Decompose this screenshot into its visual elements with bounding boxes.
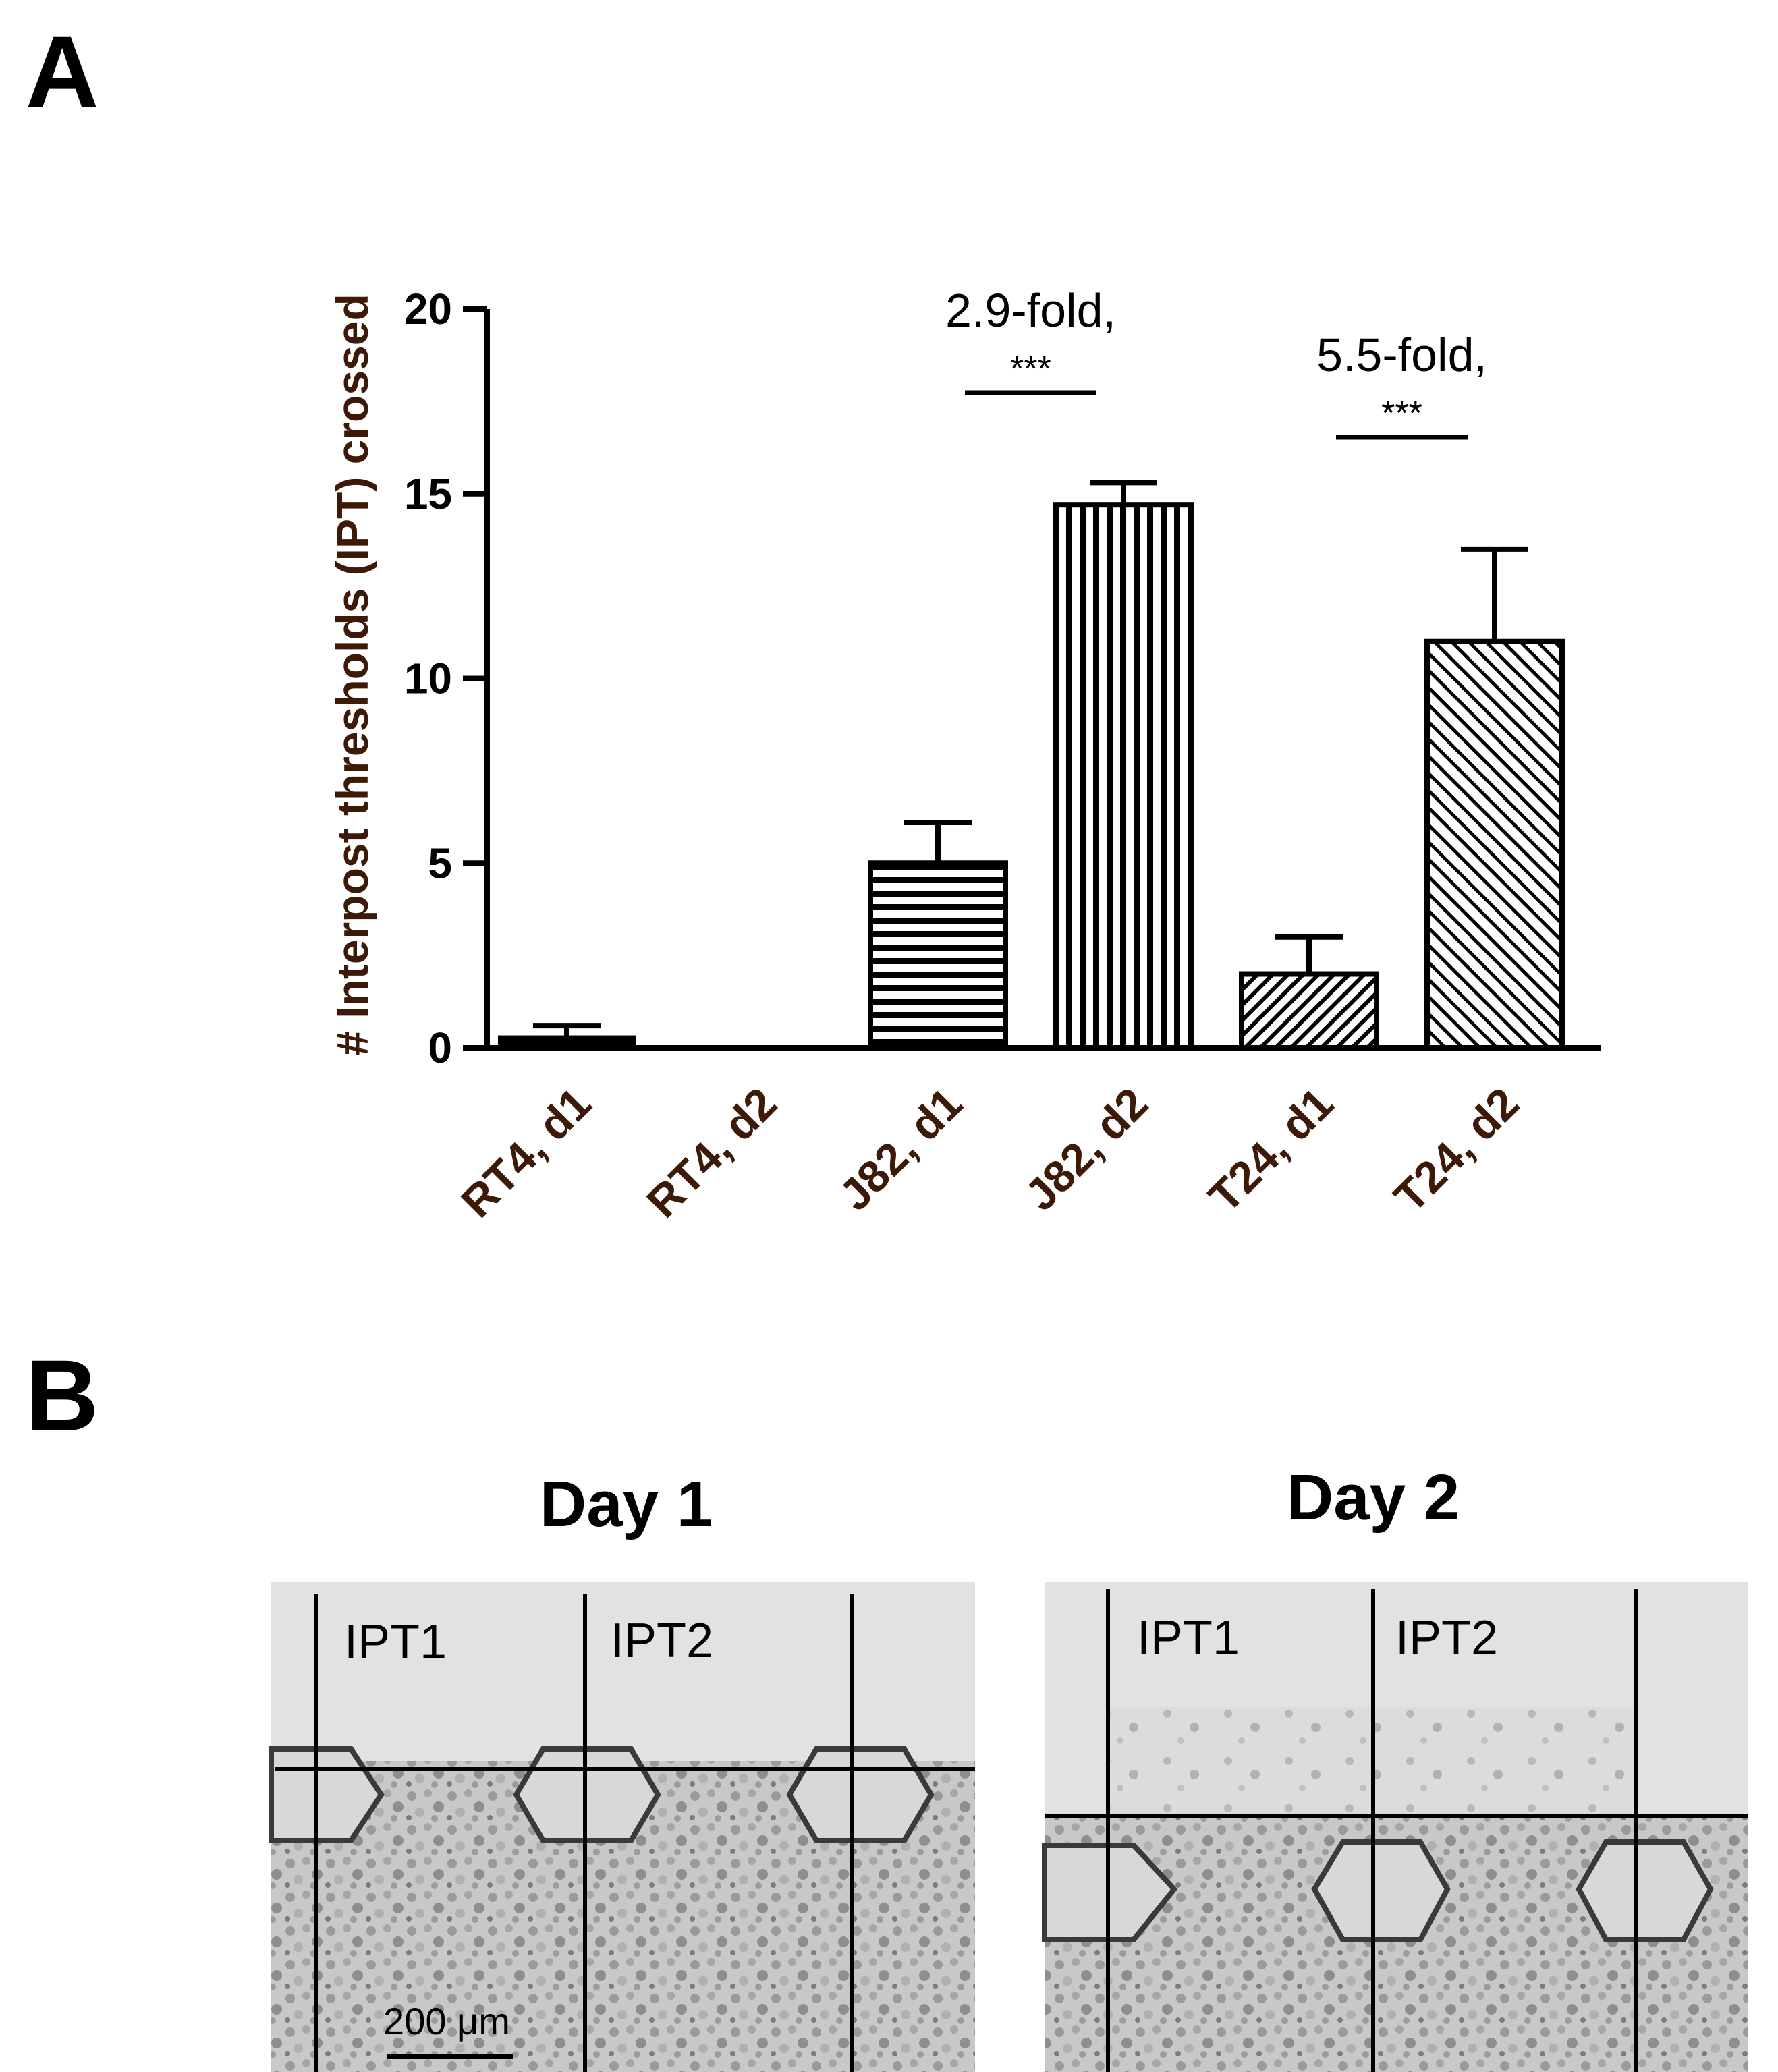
micrograph-day1: Day 1 IPT1 IPT2 200 μm: [269, 1468, 975, 2072]
fold-change-label-2: 5.5-fold,: [1316, 329, 1487, 381]
x-tick-label-j82-d1: J82, d1: [829, 1078, 972, 1221]
day1-label-ipt2: IPT2: [611, 1614, 713, 1668]
y-tick-label-0: 0: [428, 1024, 452, 1072]
day2-label-ipt2: IPT2: [1395, 1611, 1498, 1665]
x-tick-label-t24-d2: T24, d2: [1385, 1078, 1528, 1222]
y-axis-label: # Interpost thresholds (IPT) crossed: [327, 293, 377, 1056]
x-tick-label-t24-d1: T24, d1: [1199, 1078, 1343, 1222]
day1-label-ipt1: IPT1: [344, 1615, 447, 1669]
y-tick-label-20: 20: [404, 285, 452, 333]
day2-label-ipt1: IPT1: [1137, 1611, 1240, 1665]
day2-migrating-cells: [1107, 1707, 1633, 1815]
x-tick-label-rt4-d1: RT4, d1: [451, 1078, 601, 1227]
day2-post-middle: [1311, 1839, 1451, 1942]
bar-j82-d1: [868, 860, 1008, 1051]
bar-t24-d2: [1424, 638, 1565, 1051]
x-tick-label-rt4-d2: RT4, d2: [637, 1078, 786, 1227]
y-tick-label-15: 15: [404, 470, 452, 518]
day1-post-right: [786, 1746, 935, 1843]
scalebar-label: 200 μm: [383, 2000, 510, 2042]
y-tick-label-5: 5: [428, 839, 452, 887]
day2-post-right: [1576, 1839, 1714, 1942]
bar-j82-d2: [1053, 502, 1194, 1051]
panel-label-b: B: [26, 1339, 99, 1452]
day1-title: Day 1: [540, 1468, 713, 1540]
significance-stars-1: ***: [1010, 349, 1051, 389]
x-tick-label-j82-d2: J82, d2: [1015, 1078, 1157, 1221]
fold-change-label-1: 2.9-fold,: [945, 284, 1116, 337]
significance-stars-2: ***: [1381, 394, 1422, 433]
bar-t24-d1: [1239, 971, 1379, 1051]
y-tick-label-10: 10: [404, 654, 452, 703]
day2-title: Day 2: [1287, 1461, 1460, 1534]
day1-post-left: [269, 1746, 385, 1843]
micrograph-day2: Day 2 IPT1 IPT2: [1042, 1461, 1748, 2072]
bar-chart: # Interpost thresholds (IPT) crossed 0 5 1…: [327, 284, 1601, 1227]
panel-label-a: A: [26, 15, 99, 128]
